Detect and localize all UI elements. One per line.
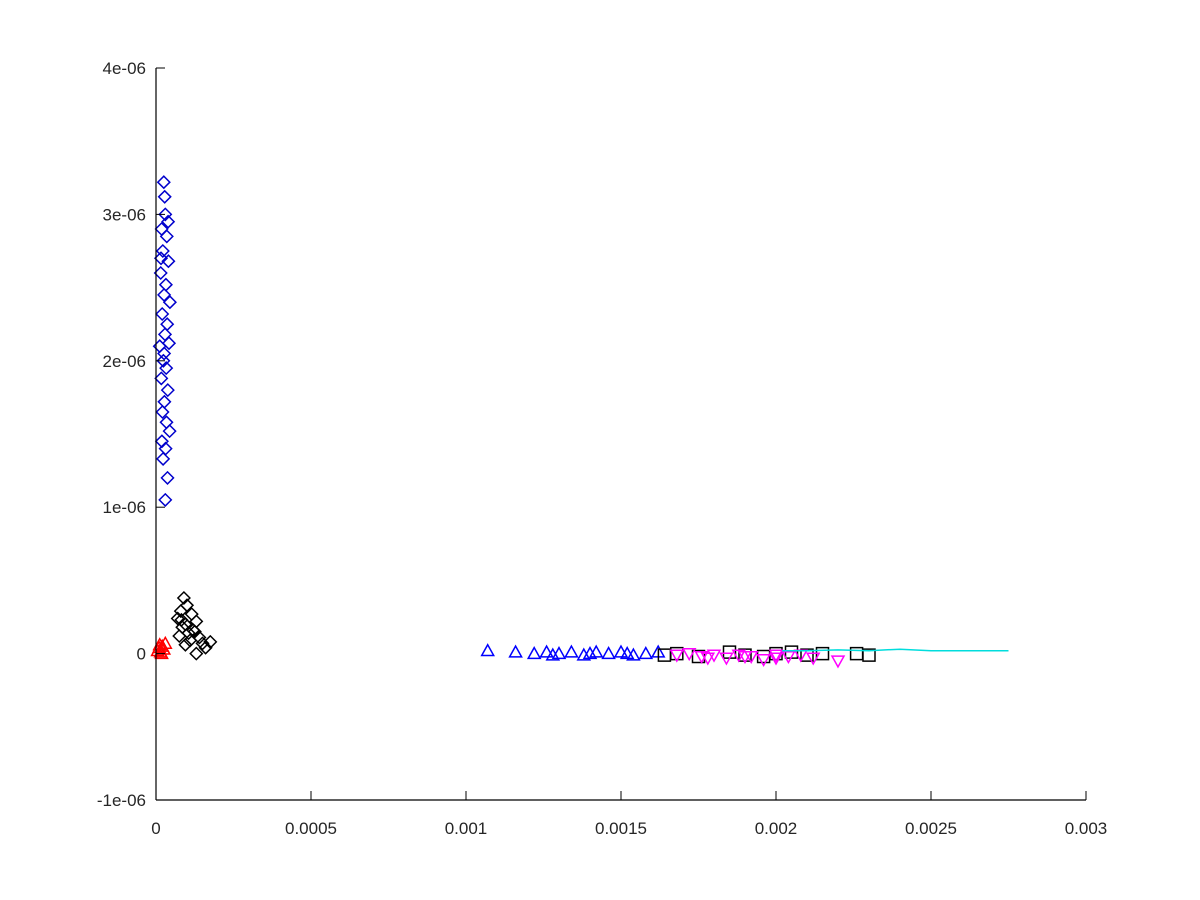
data-point bbox=[706, 649, 722, 663]
y-tick-label: 1e-06 bbox=[103, 498, 146, 517]
data-point bbox=[157, 287, 172, 302]
series-1 bbox=[170, 590, 218, 661]
data-point bbox=[526, 646, 542, 660]
data-point bbox=[784, 645, 799, 659]
data-point bbox=[156, 175, 171, 190]
x-tick-label: 0.0005 bbox=[285, 819, 337, 838]
x-tick-label: 0 bbox=[151, 819, 160, 838]
data-point bbox=[172, 628, 187, 644]
data-point bbox=[681, 648, 697, 662]
data-point bbox=[551, 646, 567, 660]
data-point bbox=[582, 646, 598, 660]
data-point bbox=[192, 630, 207, 645]
data-point bbox=[203, 634, 218, 649]
data-point bbox=[670, 646, 684, 661]
data-point bbox=[480, 643, 495, 657]
data-point bbox=[161, 254, 176, 269]
data-point bbox=[156, 353, 171, 368]
y-tick-label: 2e-06 bbox=[103, 352, 146, 371]
data-point bbox=[564, 644, 579, 658]
data-point bbox=[173, 604, 188, 619]
data-point bbox=[508, 644, 523, 658]
x-tick-label: 0.0025 bbox=[905, 819, 957, 838]
data-point bbox=[719, 652, 734, 666]
data-point bbox=[162, 424, 177, 439]
data-point bbox=[161, 336, 177, 351]
data-point bbox=[830, 655, 846, 669]
data-point bbox=[189, 646, 204, 661]
data-point bbox=[601, 646, 616, 660]
y-tick-label: 4e-06 bbox=[103, 59, 146, 78]
data-point bbox=[153, 265, 168, 281]
data-point bbox=[157, 346, 172, 361]
data-point bbox=[160, 383, 175, 398]
data-point bbox=[178, 637, 193, 652]
series-5 bbox=[669, 648, 846, 669]
data-point bbox=[158, 207, 173, 222]
data-point bbox=[737, 650, 753, 665]
data-point bbox=[181, 626, 196, 641]
data-point bbox=[756, 653, 771, 668]
data-point bbox=[158, 492, 173, 507]
x-tick-label: 0.001 bbox=[445, 819, 488, 838]
series-4 bbox=[657, 645, 876, 664]
y-tick-label: 3e-06 bbox=[103, 205, 146, 224]
data-point bbox=[800, 648, 814, 662]
data-point bbox=[195, 636, 210, 651]
data-point bbox=[170, 611, 185, 626]
data-point bbox=[545, 647, 561, 661]
data-point bbox=[174, 612, 189, 627]
series-line bbox=[782, 648, 1009, 652]
data-point bbox=[153, 251, 169, 266]
data-point bbox=[768, 649, 784, 663]
axes: 0 0.0005 0.001 0.0015 0.002 0.0025 0.003 -1e-06… bbox=[97, 59, 1107, 838]
data-point bbox=[613, 644, 629, 658]
data-point bbox=[187, 624, 202, 639]
data-point bbox=[700, 652, 716, 666]
data-point bbox=[155, 243, 170, 259]
data-point bbox=[155, 404, 170, 420]
data-point bbox=[588, 644, 604, 658]
data-point bbox=[161, 214, 176, 229]
y-tick-label: -1e-06 bbox=[97, 791, 146, 810]
series-0 bbox=[152, 175, 177, 507]
x-tick-label: 0.0015 bbox=[595, 819, 647, 838]
data-point bbox=[176, 590, 191, 606]
data-point bbox=[156, 451, 171, 466]
x-tick-label: 0.003 bbox=[1065, 819, 1108, 838]
data-point bbox=[638, 646, 654, 660]
data-point bbox=[539, 644, 554, 658]
data-point bbox=[691, 649, 706, 664]
data-point bbox=[155, 306, 170, 322]
data-point bbox=[722, 645, 737, 659]
data-point bbox=[159, 361, 174, 376]
data-point bbox=[619, 646, 635, 660]
data-point bbox=[768, 652, 784, 666]
data-point bbox=[756, 649, 771, 664]
data-point bbox=[815, 646, 830, 661]
data-point bbox=[154, 646, 169, 660]
data-point bbox=[198, 640, 213, 655]
data-point bbox=[159, 229, 174, 244]
series-6 bbox=[782, 648, 1009, 652]
data-point bbox=[781, 650, 796, 665]
x-tick-label: 0.002 bbox=[755, 819, 798, 838]
data-point bbox=[657, 648, 672, 662]
data-point bbox=[160, 470, 175, 485]
data-point bbox=[157, 189, 172, 204]
data-point bbox=[862, 648, 876, 662]
data-point bbox=[162, 295, 177, 310]
data-point bbox=[669, 649, 685, 663]
data-point bbox=[805, 652, 821, 666]
y-tick-label: 0 bbox=[137, 645, 146, 664]
data-point bbox=[154, 371, 169, 386]
data-marks bbox=[150, 175, 1009, 669]
